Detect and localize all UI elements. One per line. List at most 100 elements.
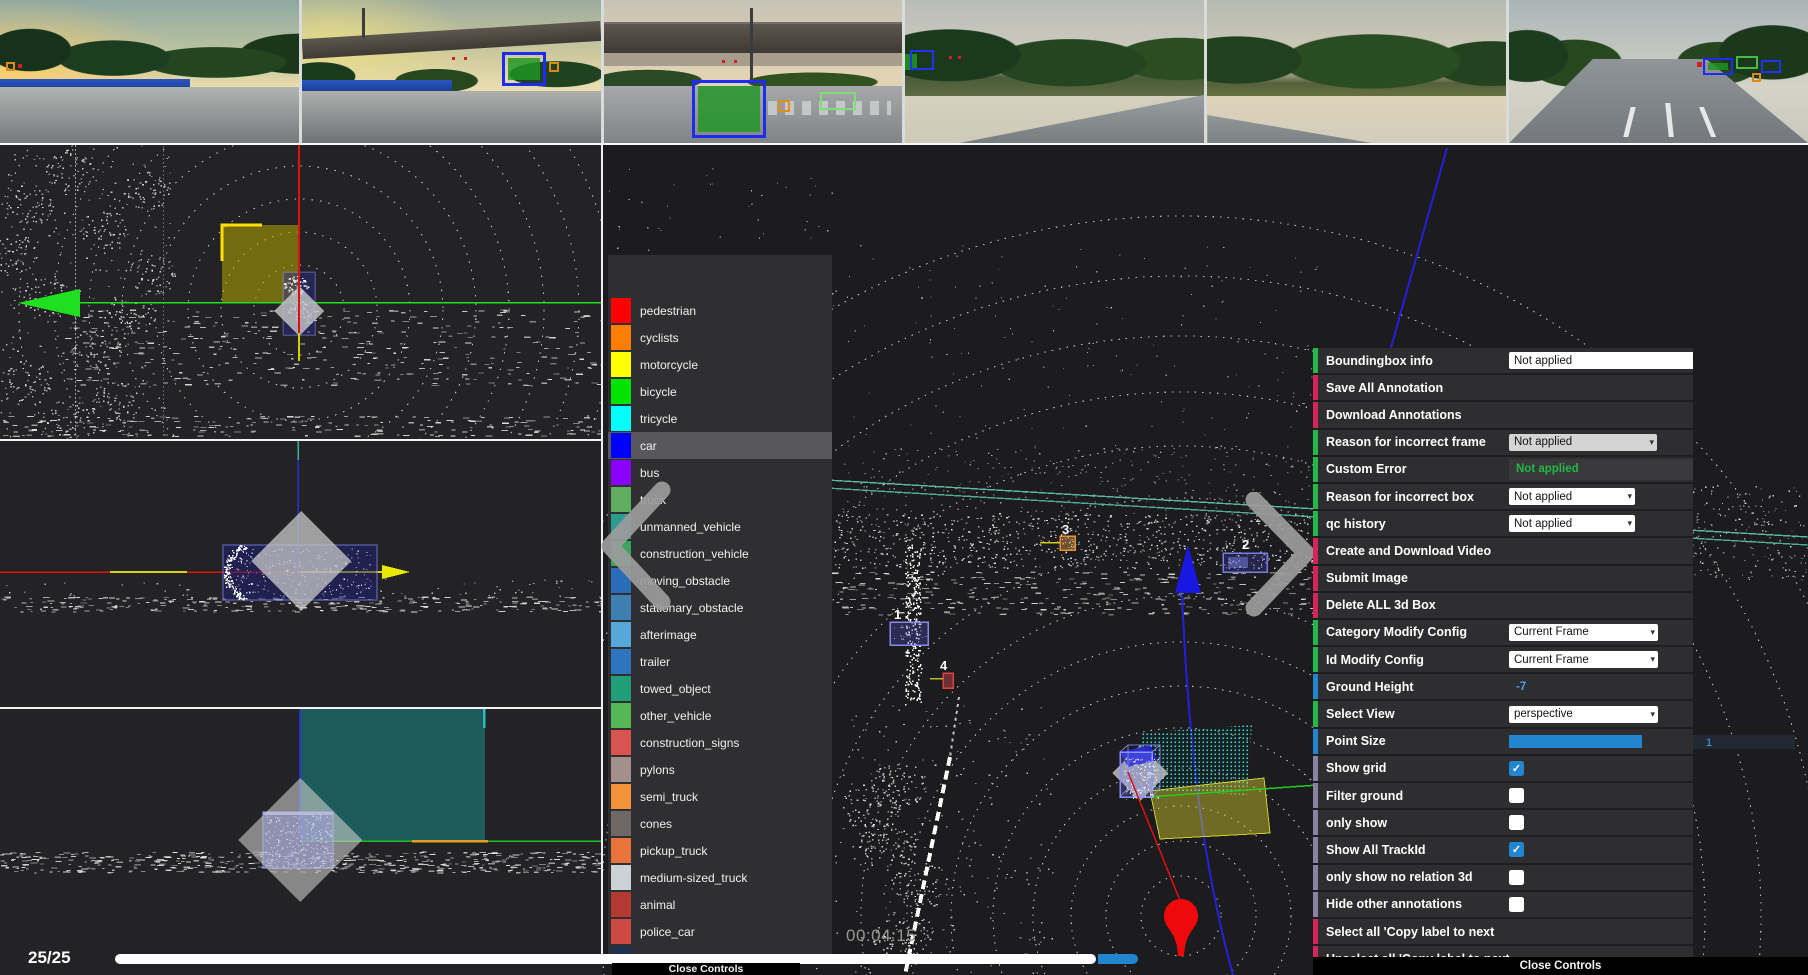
select-view-select[interactable]: perspective ▾ xyxy=(1509,705,1658,723)
panel-row-save-all-annotation[interactable]: Save All Annotation xyxy=(1313,375,1693,403)
panel-row-select-all-copy-label-to-next[interactable]: Select all 'Copy label to next xyxy=(1313,918,1693,947)
reason-for-incorrect-box-select[interactable]: Not applied ▾ xyxy=(1509,488,1635,506)
panel-row-label: Boundingbox info xyxy=(1326,353,1433,368)
panel-row-hide-other-annotations[interactable]: Hide other annotations xyxy=(1313,891,1693,919)
annotation-box-2d xyxy=(6,62,15,71)
camera-view-3[interactable] xyxy=(603,0,903,143)
legend-item-bicycle[interactable]: bicycle xyxy=(608,378,832,405)
legend-item-label: moving_obstacle xyxy=(640,573,731,588)
legend-item-afterimage[interactable]: afterimage xyxy=(608,621,832,648)
camera-view-5[interactable] xyxy=(1207,0,1507,143)
legend-item-other-vehicle[interactable]: other_vehicle xyxy=(608,702,832,729)
legend-item-towed-object[interactable]: towed_object xyxy=(608,675,832,702)
panel-row-select-view[interactable]: Select View perspective ▾ xyxy=(1313,701,1693,729)
legend-color-swatch xyxy=(611,325,631,350)
legend-item-animal[interactable]: animal xyxy=(608,891,832,918)
legend-item-police-car[interactable]: police_car xyxy=(608,918,832,945)
legend-item-medium-sized-truck[interactable]: medium-sized_truck xyxy=(608,864,832,891)
boundingbox-info-select[interactable]: Not applied ▾ xyxy=(1509,352,1693,370)
panel-row-filter-ground[interactable]: Filter ground xyxy=(1313,783,1693,811)
panel-row-delete-all-3d-box[interactable]: Delete ALL 3d Box xyxy=(1313,592,1693,620)
panel-row-download-annotations[interactable]: Download Annotations xyxy=(1313,402,1693,430)
panel-row-label: Id Modify Config xyxy=(1326,652,1424,667)
legend-items: pedestrian cyclists motorcycle bicycle tricy… xyxy=(608,255,832,958)
panel-row-only-show-no-relation-3d[interactable]: only show no relation 3d xyxy=(1313,864,1693,892)
panel-row-custom-error[interactable]: Custom Error Not applied xyxy=(1313,456,1693,484)
panel-row-submit-image[interactable]: Submit Image xyxy=(1313,565,1693,593)
qc-history-select[interactable]: Not applied ▾ xyxy=(1509,515,1635,533)
panel-row-id-modify-config[interactable]: Id Modify Config Current Frame ▾ xyxy=(1313,647,1693,675)
custom-error-value: Not applied xyxy=(1509,458,1693,480)
annotation-box-2d[interactable] xyxy=(691,80,766,138)
panel-row-reason-for-incorrect-frame[interactable]: Reason for incorrect frame Not applied ▾ xyxy=(1313,429,1693,457)
only-show-no-relation-3d-checkbox[interactable] xyxy=(1509,869,1524,885)
camera-view-6[interactable] xyxy=(1509,0,1808,143)
legend-color-swatch xyxy=(611,892,631,917)
panel-row-label: Category Modify Config xyxy=(1326,625,1467,640)
side-view-canvas[interactable] xyxy=(0,440,602,708)
show-grid-checkbox[interactable]: ✓ xyxy=(1509,760,1524,776)
annotation-box-2d[interactable] xyxy=(1703,58,1734,75)
annotation-box-2d xyxy=(777,100,790,112)
accent-bar xyxy=(1313,783,1318,809)
only-show-checkbox[interactable] xyxy=(1509,815,1524,831)
next-frame-button[interactable] xyxy=(1238,492,1322,618)
legend-item-pedestrian[interactable]: pedestrian xyxy=(608,297,832,324)
legend-item-trailer[interactable]: trailer xyxy=(608,648,832,675)
legend-item-semi-truck[interactable]: semi_truck xyxy=(608,783,832,810)
point-size-slider[interactable] xyxy=(1509,734,1642,748)
panel-row-point-size[interactable]: Point Size xyxy=(1313,728,1693,756)
legend-item-label: afterimage xyxy=(640,627,697,642)
legend-close-controls-button[interactable]: Close Controls xyxy=(612,963,800,975)
chevron-down-icon: ▾ xyxy=(1649,436,1654,447)
panel-row-show-all-trackid[interactable]: Show All TrackId ✓ xyxy=(1313,837,1693,865)
panel-row-unselect-all-copy-label-to-next[interactable]: Unselect all 'Copy label to next xyxy=(1313,946,1693,957)
legend-item-bus[interactable]: bus xyxy=(608,459,832,486)
legend-item-car[interactable]: car xyxy=(608,432,832,459)
panel-row-qc-history[interactable]: qc history Not applied ▾ xyxy=(1313,511,1693,539)
rear-view-canvas[interactable] xyxy=(0,708,602,975)
panel-row-create-and-download-video[interactable]: Create and Download Video xyxy=(1313,538,1693,566)
annotation-box-2d[interactable] xyxy=(501,52,546,86)
panel-row-ground-height[interactable]: Ground Height -7 xyxy=(1313,674,1693,702)
timeline-scrubber[interactable] xyxy=(115,954,1096,964)
prev-frame-button[interactable] xyxy=(596,480,682,612)
legend-item-label: medium-sized_truck xyxy=(640,870,748,885)
panel-row-only-show[interactable]: only show xyxy=(1313,810,1693,838)
legend-item-motorcycle[interactable]: motorcycle xyxy=(608,351,832,378)
point-size-track[interactable] xyxy=(1693,735,1795,749)
top-view-canvas[interactable] xyxy=(0,145,602,440)
legend-color-swatch xyxy=(611,838,631,863)
reason-for-incorrect-frame-select[interactable]: Not applied ▾ xyxy=(1509,433,1657,451)
legend-item-tricycle[interactable]: tricycle xyxy=(608,405,832,432)
filter-ground-checkbox[interactable] xyxy=(1509,788,1524,804)
hide-other-annotations-checkbox[interactable] xyxy=(1509,896,1524,912)
accent-bar xyxy=(1313,728,1318,754)
legend-color-swatch xyxy=(611,757,631,782)
timeline-scrubber-end[interactable] xyxy=(1098,954,1138,964)
panel-close-controls-button[interactable]: Close Controls xyxy=(1313,957,1808,975)
camera-view-2[interactable] xyxy=(301,0,601,143)
category-modify-config-select[interactable]: Current Frame ▾ xyxy=(1509,623,1658,641)
camera-view-4[interactable] xyxy=(905,0,1205,143)
legend-item-cones[interactable]: cones xyxy=(608,810,832,837)
camera-view-1[interactable] xyxy=(0,0,299,143)
legend-item-construction-signs[interactable]: construction_signs xyxy=(608,729,832,756)
camera-trees xyxy=(0,24,299,86)
show-all-trackid-checkbox[interactable]: ✓ xyxy=(1509,842,1524,858)
chevron-down-icon: ▾ xyxy=(1650,654,1655,665)
select-value: Not applied xyxy=(1514,436,1573,449)
legend-item-cyclists[interactable]: cyclists xyxy=(608,324,832,351)
annotation-box-2d[interactable] xyxy=(910,50,935,70)
legend-item-pylons[interactable]: pylons xyxy=(608,756,832,783)
panel-row-category-modify-config[interactable]: Category Modify Config Current Frame ▾ xyxy=(1313,619,1693,648)
camera-overpass xyxy=(603,22,903,53)
panel-row-reason-for-incorrect-box[interactable]: Reason for incorrect box Not applied ▾ xyxy=(1313,483,1693,512)
camera-pole xyxy=(361,8,365,38)
id-modify-config-select[interactable]: Current Frame ▾ xyxy=(1509,651,1658,669)
panel-row-boundingbox-info[interactable]: Boundingbox info Not applied ▾ xyxy=(1313,348,1693,376)
panel-row-show-grid[interactable]: Show grid ✓ xyxy=(1313,755,1693,783)
legend-color-swatch xyxy=(611,649,631,674)
legend-item-label: cyclists xyxy=(640,330,679,345)
legend-item-pickup-truck[interactable]: pickup_truck xyxy=(608,837,832,864)
